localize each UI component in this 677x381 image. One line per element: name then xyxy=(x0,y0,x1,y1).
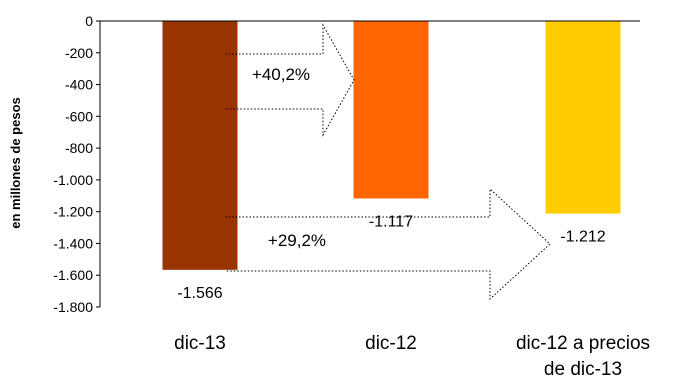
arrow-dic13-to-dic12-precios xyxy=(225,187,551,301)
x-category-label-line: dic-12 a precios xyxy=(516,333,650,354)
y-tick-label: -400 xyxy=(65,77,93,93)
y-tick-label: -1.000 xyxy=(53,172,93,188)
x-category-label: dic-13 xyxy=(174,333,226,354)
y-tick-label: -800 xyxy=(65,140,93,156)
bar xyxy=(162,21,238,270)
bar xyxy=(353,21,429,199)
y-tick-label: -1.200 xyxy=(53,204,93,220)
y-axis: 0 -200 -400 -600 -800 -1.000 -1.200 -1.400 -1.60… xyxy=(53,13,101,315)
arrow-dic13-to-dic12 xyxy=(225,23,355,137)
x-category-label: dic-12 xyxy=(365,333,417,354)
x-category-label: dic-12 a precios de dic-13 xyxy=(516,333,650,380)
annotation-label: +40,2% xyxy=(252,65,310,84)
y-tick-label: 0 xyxy=(85,13,93,29)
y-tick-label: -1.800 xyxy=(53,299,93,315)
y-tick-label: -200 xyxy=(65,45,93,61)
arrows xyxy=(225,23,551,301)
value-label: -1.566 xyxy=(177,285,222,302)
bars xyxy=(100,20,640,270)
value-label: -1.117 xyxy=(369,213,413,230)
x-category-label-line: dic-13 xyxy=(174,333,226,354)
bar xyxy=(545,21,621,214)
annotation-label: +29,2% xyxy=(268,231,326,250)
value-label: -1.212 xyxy=(560,229,605,246)
y-tick-label: -1.400 xyxy=(53,235,93,251)
x-category-label-line: dic-12 xyxy=(365,333,417,354)
labels: +40,2% +29,2% -1.566 -1.117 -1.212 dic-13 dic-… xyxy=(174,65,650,380)
y-axis-title: en millones de pesos xyxy=(8,97,23,229)
x-category-label-line: de dic-13 xyxy=(544,359,622,380)
y-tick-label: -1.600 xyxy=(53,267,93,283)
y-tick-label: -600 xyxy=(65,108,93,124)
